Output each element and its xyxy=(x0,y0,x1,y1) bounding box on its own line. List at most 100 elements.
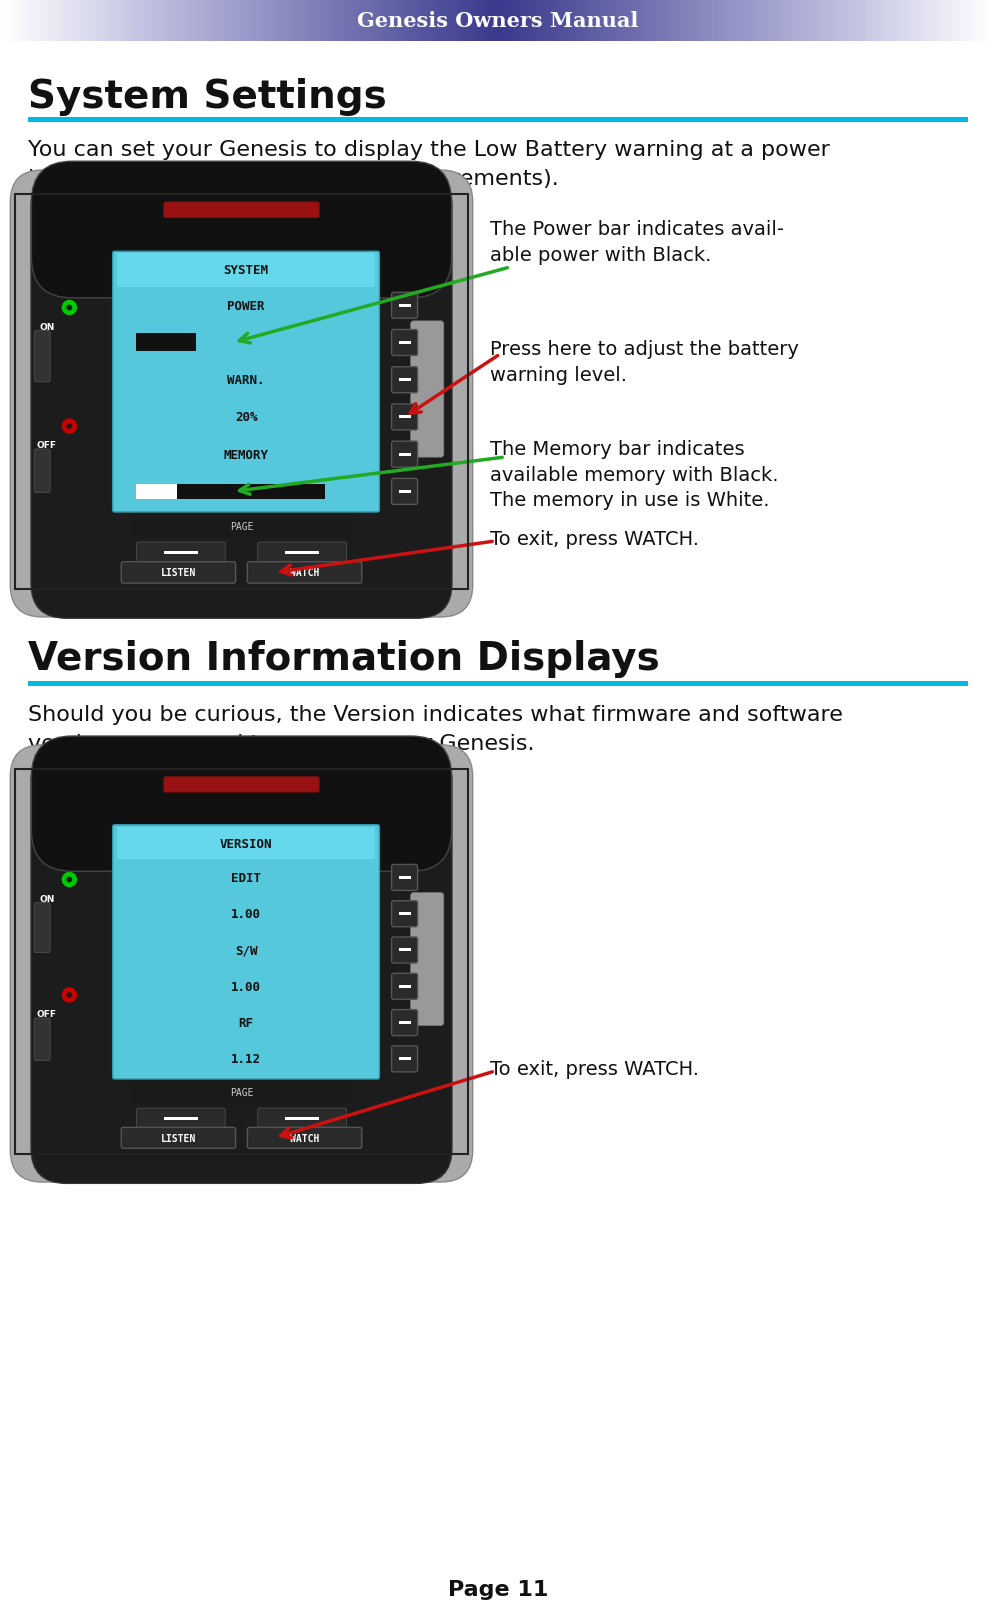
FancyBboxPatch shape xyxy=(136,542,225,565)
FancyBboxPatch shape xyxy=(31,172,452,618)
Bar xyxy=(398,378,410,381)
Bar xyxy=(354,0,359,42)
FancyBboxPatch shape xyxy=(163,777,320,792)
Bar xyxy=(154,0,159,42)
Bar xyxy=(986,0,991,42)
Text: Should you be curious, the Version indicates what firmware and software
versions: Should you be curious, the Version indic… xyxy=(28,704,843,753)
FancyBboxPatch shape xyxy=(113,252,379,513)
Bar xyxy=(5,0,10,42)
Text: S/W: S/W xyxy=(235,945,257,958)
Text: Version Information Displays: Version Information Displays xyxy=(28,639,659,677)
Bar xyxy=(45,0,50,42)
Bar xyxy=(782,0,787,42)
Bar xyxy=(538,0,543,42)
Bar xyxy=(757,0,762,42)
Bar xyxy=(777,0,782,42)
Bar xyxy=(124,0,129,42)
Bar xyxy=(563,0,568,42)
Bar xyxy=(319,0,324,42)
Bar xyxy=(393,0,398,42)
Bar xyxy=(827,0,832,42)
Bar xyxy=(85,0,90,42)
Bar xyxy=(528,0,533,42)
Bar xyxy=(548,0,553,42)
Bar xyxy=(847,0,852,42)
Bar xyxy=(115,0,120,42)
Bar xyxy=(398,305,410,307)
Bar xyxy=(214,0,219,42)
Bar xyxy=(886,0,891,42)
Bar xyxy=(911,0,916,42)
Bar xyxy=(374,0,378,42)
Bar xyxy=(135,484,177,500)
FancyBboxPatch shape xyxy=(122,1128,236,1149)
Text: WARN.: WARN. xyxy=(227,373,265,386)
Bar xyxy=(299,0,304,42)
Bar xyxy=(588,0,593,42)
Bar xyxy=(971,0,976,42)
Bar xyxy=(672,0,677,42)
FancyBboxPatch shape xyxy=(113,824,379,1079)
FancyBboxPatch shape xyxy=(391,1010,417,1035)
Bar xyxy=(28,682,968,687)
Bar xyxy=(174,0,179,42)
Bar xyxy=(184,0,189,42)
Bar xyxy=(906,0,911,42)
Bar xyxy=(598,0,603,42)
Bar xyxy=(657,0,662,42)
Bar xyxy=(543,0,548,42)
Bar xyxy=(398,453,410,456)
Bar xyxy=(0,0,5,42)
Bar xyxy=(10,0,15,42)
Bar xyxy=(832,0,837,42)
Text: PAGE: PAGE xyxy=(230,1087,253,1097)
Bar xyxy=(852,0,857,42)
Bar xyxy=(398,949,410,953)
FancyBboxPatch shape xyxy=(391,441,417,467)
Text: The Power bar indicates avail-
able power with Black.: The Power bar indicates avail- able powe… xyxy=(490,219,784,265)
Bar xyxy=(284,0,289,42)
Bar xyxy=(667,0,672,42)
Bar xyxy=(752,0,757,42)
Text: WATCH: WATCH xyxy=(290,568,320,578)
Bar xyxy=(28,118,968,123)
Bar xyxy=(891,0,896,42)
Bar xyxy=(80,0,85,42)
Circle shape xyxy=(63,988,77,1003)
Bar xyxy=(15,769,468,1154)
Bar xyxy=(632,0,637,42)
Bar xyxy=(762,0,767,42)
Bar xyxy=(219,0,224,42)
Bar xyxy=(981,0,986,42)
Bar xyxy=(269,0,274,42)
Text: PAGE: PAGE xyxy=(230,521,253,531)
Text: ON: ON xyxy=(39,894,55,904)
Bar xyxy=(478,0,483,42)
Bar xyxy=(55,0,60,42)
Bar xyxy=(433,0,438,42)
Text: LISTEN: LISTEN xyxy=(160,1133,196,1143)
Bar xyxy=(812,0,817,42)
Bar xyxy=(493,0,498,42)
Text: 1.12: 1.12 xyxy=(231,1053,261,1066)
FancyBboxPatch shape xyxy=(247,563,362,584)
Bar xyxy=(224,0,229,42)
Text: To exit, press WATCH.: To exit, press WATCH. xyxy=(490,1060,699,1078)
Bar xyxy=(822,0,827,42)
Bar xyxy=(573,0,578,42)
Bar xyxy=(25,0,30,42)
Circle shape xyxy=(66,992,74,1000)
FancyBboxPatch shape xyxy=(136,1109,225,1130)
Text: LISTEN: LISTEN xyxy=(160,568,196,578)
Bar xyxy=(110,0,115,42)
Bar xyxy=(408,0,413,42)
Bar xyxy=(662,0,667,42)
Text: POWER: POWER xyxy=(227,300,265,313)
Bar xyxy=(603,0,608,42)
Bar xyxy=(117,255,375,287)
Bar xyxy=(966,0,971,42)
Bar xyxy=(692,0,697,42)
Bar xyxy=(956,0,961,42)
Bar xyxy=(398,912,410,915)
Bar xyxy=(285,552,320,555)
